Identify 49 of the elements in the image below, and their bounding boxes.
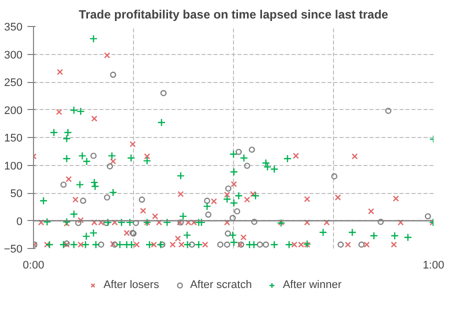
point bbox=[224, 242, 230, 248]
point bbox=[205, 212, 212, 218]
point bbox=[98, 242, 104, 248]
point bbox=[132, 220, 139, 226]
point bbox=[234, 208, 240, 214]
legend-label: After scratch bbox=[190, 279, 252, 291]
point bbox=[230, 214, 236, 222]
point bbox=[256, 242, 263, 248]
y-tick-label: 50 bbox=[10, 188, 23, 200]
point bbox=[331, 173, 338, 180]
legend-label: After losers bbox=[103, 279, 160, 291]
point bbox=[188, 242, 195, 248]
point bbox=[338, 242, 344, 248]
point bbox=[262, 242, 269, 248]
point bbox=[104, 194, 110, 201]
point bbox=[90, 152, 97, 159]
point bbox=[385, 108, 392, 114]
point bbox=[225, 185, 232, 192]
chart-title: Trade profitability base on time lapsed since last trade bbox=[78, 8, 389, 22]
point bbox=[358, 242, 365, 248]
y-tick-label: 0 bbox=[16, 216, 23, 228]
point bbox=[236, 148, 242, 156]
point bbox=[378, 218, 384, 225]
point bbox=[248, 146, 255, 153]
y-tick-label: 150 bbox=[4, 132, 23, 144]
legend-label: After winner bbox=[282, 279, 342, 291]
point bbox=[106, 163, 113, 170]
point bbox=[103, 220, 110, 226]
point bbox=[424, 213, 431, 220]
point bbox=[138, 196, 145, 203]
y-tick-label: 200 bbox=[4, 104, 23, 117]
point bbox=[160, 90, 167, 96]
y-tick-label: 350 bbox=[4, 22, 23, 34]
point bbox=[80, 198, 86, 204]
x-tick-label: 0:00 bbox=[22, 260, 44, 272]
point bbox=[159, 242, 166, 248]
point bbox=[204, 198, 210, 204]
point bbox=[110, 72, 116, 78]
y-tick-label: 100 bbox=[4, 160, 23, 172]
point bbox=[224, 230, 231, 237]
point bbox=[217, 242, 224, 248]
point bbox=[251, 218, 258, 225]
y-tick-label: 300 bbox=[4, 49, 23, 62]
point bbox=[75, 220, 82, 226]
y-tick-label: 250 bbox=[4, 77, 23, 89]
x-tick-label: 1:00 bbox=[422, 260, 444, 272]
point bbox=[60, 182, 67, 188]
y-tick-label: −50 bbox=[4, 244, 23, 256]
point bbox=[244, 162, 250, 169]
